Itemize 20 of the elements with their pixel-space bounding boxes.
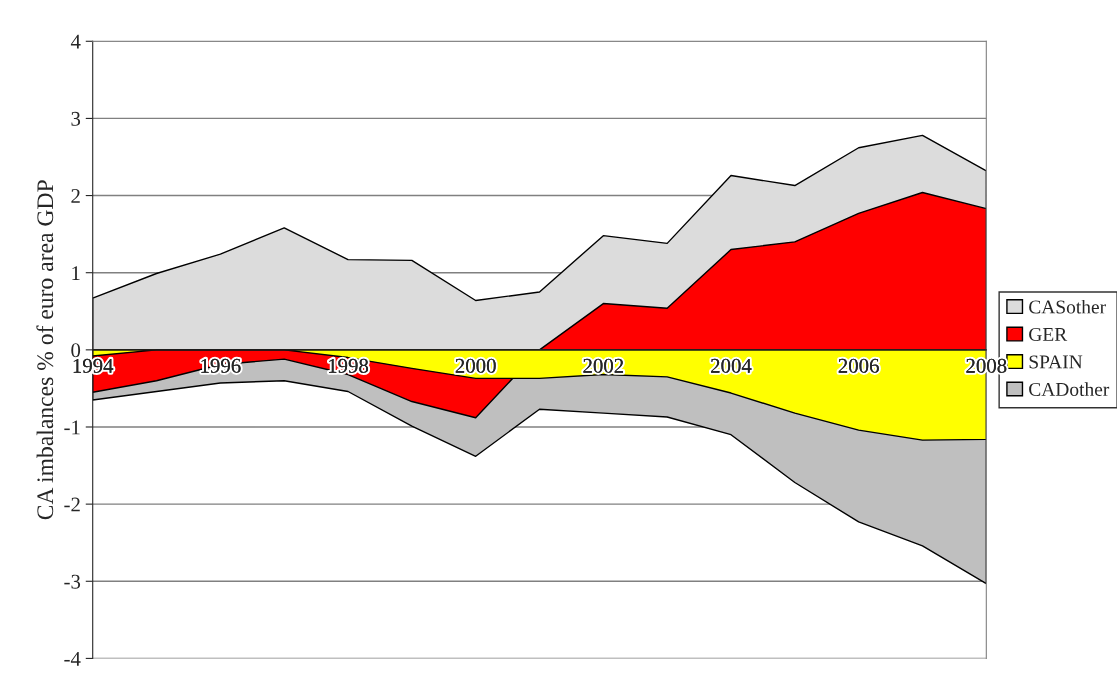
legend-label: CADother (1029, 382, 1110, 396)
y-tick-label: 0 (71, 343, 81, 358)
y-axis-title: CA imbalances % of euro area GDP (36, 180, 54, 520)
x-tick-label: 2000 (455, 358, 496, 373)
y-tick-label: -4 (64, 651, 81, 666)
y-tick-label: -2 (64, 497, 80, 512)
x-tick-label: 2002 (583, 358, 624, 373)
legend-label: CASother (1029, 299, 1106, 314)
x-tick-label: 2004 (711, 358, 752, 373)
y-tick-label: 1 (72, 266, 80, 280)
y-tick-label: 4 (70, 34, 81, 49)
x-tick-label: 1998 (329, 358, 369, 373)
x-tick-label: 2006 (838, 358, 879, 373)
y-tick-label: 2 (71, 189, 80, 203)
y-tick-label: -3 (64, 574, 81, 589)
y-tick-label: 3 (71, 111, 81, 126)
x-tick-label: 1994 (73, 358, 114, 373)
legend-label: GER (1029, 327, 1068, 342)
y-tick-label: -1 (64, 420, 80, 435)
legend-label: SPAIN (1029, 355, 1083, 369)
